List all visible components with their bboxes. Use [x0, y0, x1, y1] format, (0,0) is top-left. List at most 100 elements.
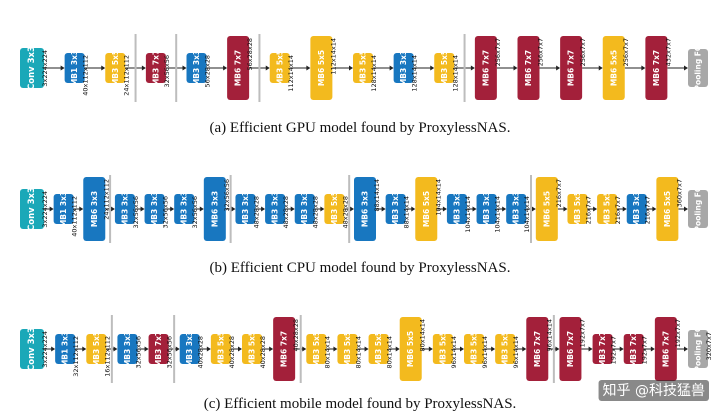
tensor-shape-label: 256x7x7: [579, 38, 587, 66]
block-box: [186, 53, 207, 83]
block-label: MB3 5x5: [111, 50, 120, 86]
block-label: MB3 5x5: [312, 331, 321, 367]
tensor-shape-label: 24x112x112: [122, 55, 130, 96]
block-label: MB6 5x5: [609, 50, 618, 86]
tensor-shape-label: 192x7x7: [610, 336, 618, 364]
block-label: MB6 7x7: [567, 50, 576, 86]
block-box: [64, 53, 85, 83]
tensor-shape-label: 256x7x7: [622, 38, 630, 66]
tensor-shape-label: 432x7x7: [664, 38, 672, 66]
block-box: [645, 36, 668, 100]
arrow-head: [395, 346, 400, 352]
block-box: [592, 334, 613, 364]
block-mb6-3x3: MB6 3x3 32x56x56: [203, 177, 231, 241]
block-box: [399, 317, 422, 381]
arrow-head: [364, 346, 369, 352]
tensor-shape-label: 40x112x112: [82, 55, 90, 96]
block-label: MB6 7x7: [533, 331, 542, 367]
arrow-head: [349, 65, 353, 71]
tensor-shape-label: 320x7x7: [705, 332, 713, 360]
tensor-shape-label: 256x7x7: [494, 38, 502, 66]
arrow-head: [522, 346, 527, 352]
block-box: [53, 194, 74, 224]
block-mb3-5x5: MB3 5x5 128x14x14: [434, 50, 459, 92]
block-label: Conv 3x3: [27, 327, 37, 371]
arrow-head: [113, 346, 118, 352]
block-mb6-5x5: MB6 5x5 216x7x7: [535, 177, 563, 241]
block-label: MB3 3x3: [632, 191, 641, 227]
arrow-head: [141, 65, 146, 71]
block-box: [203, 177, 226, 241]
block-label: MB3 3x3: [300, 191, 309, 227]
block-label: MB6 7x7: [661, 331, 670, 367]
tensor-shape-label: 112x14x14: [329, 38, 337, 75]
block-box: [535, 177, 558, 241]
block-box: [242, 334, 262, 364]
arrow-head: [261, 206, 266, 212]
tensor-shape-label: 40x28x28: [228, 336, 236, 369]
block-box: [294, 194, 315, 224]
arrow-head: [238, 346, 242, 352]
block-mb3-7x7: MB3 7x7 192x7x7: [623, 331, 649, 367]
block-label: MB3 3x3: [271, 191, 280, 227]
block-box: [269, 53, 290, 83]
block-mb3-5x5: MB3 5x5 16x112x112: [86, 331, 111, 377]
block-label: MB3 5x5: [501, 331, 510, 367]
tensor-shape-label: 24x112x112: [102, 179, 110, 220]
block-box: [86, 334, 107, 364]
block-mb3-3x3: MB3 3x3 104x14x14: [476, 191, 502, 233]
arrow-head: [650, 346, 655, 352]
tensor-shape-label: 32x56x56: [166, 336, 174, 369]
block-mb1-3x3: MB1 3x3 32x112x112: [55, 331, 80, 377]
block-box: [117, 334, 138, 364]
arrow-head: [60, 65, 65, 71]
block-box: [446, 194, 467, 224]
block-label: MB3 3x3: [120, 191, 129, 227]
arrow-head: [206, 346, 211, 352]
arrow-head: [170, 206, 175, 212]
block-box: [474, 36, 497, 100]
arrow-head: [320, 206, 325, 212]
block-mb3-5x5: MB3 5x5 128x14x14: [353, 50, 378, 92]
block-mb6-7x7: MB6 7x7 256x7x7: [517, 36, 545, 100]
block-label: MB3 5x5: [248, 331, 257, 367]
block-box: [144, 194, 165, 224]
panel-caption: (b) Efficient CPU model found by Proxyle…: [210, 260, 511, 276]
block-label: MB6 5x5: [422, 191, 431, 227]
block-mb3-3x3: MB3 3x3 216x7x7: [626, 191, 652, 227]
block-box: [354, 177, 376, 241]
tensor-shape-label: 40x112x112: [71, 196, 79, 237]
block-label: MB6 7x7: [481, 50, 490, 86]
arrow-head: [101, 65, 106, 71]
arrow-head: [51, 346, 56, 352]
block-mb6-7x7: MB6 7x7 432x7x7: [645, 36, 672, 100]
arrow-head: [491, 346, 496, 352]
arrow-head: [306, 65, 311, 71]
block-box: [105, 53, 126, 83]
block-label: MB3 3x3: [185, 331, 194, 367]
tensor-shape-label: 40x28x28: [197, 336, 205, 369]
block-box: [393, 53, 414, 83]
block-mb3-5x5: MB3 5x5 112x14x14: [269, 50, 295, 92]
watermark-text: 知乎 @科技猛兽: [603, 382, 705, 399]
block-mb6-5x5: MB6 5x5 80x14x14: [399, 317, 427, 381]
block-conv-3x3: Conv 3x3 3x224x224: [20, 46, 49, 90]
block-label: MB3 5x5: [216, 331, 225, 367]
block-mb3-3x3: MB3 3x3 32x56x56: [144, 191, 170, 229]
watermark-backdrop: [598, 380, 709, 401]
arrow-head: [182, 65, 187, 71]
arrow-head: [593, 206, 598, 212]
arrow-head: [472, 206, 477, 212]
block-mb3-3x3: MB3 3x3 48x28x28: [235, 191, 260, 229]
arrow-head: [333, 346, 338, 352]
block-box: [385, 194, 406, 224]
tensor-shape-label: 80x14x14: [419, 319, 427, 352]
block-mb3-3x3: MB3 3x3 40x28x28: [179, 331, 205, 369]
arrow-head: [619, 346, 624, 352]
tensor-shape-label: 96x14x14: [545, 319, 553, 352]
panel-caption: (a) Efficient GPU model found by Proxyle…: [210, 120, 511, 136]
tensor-shape-label: 360x7x7: [675, 179, 683, 207]
block-mb3-3x3: MB3 3x3 104x14x14: [506, 191, 531, 233]
block-mb3-5x5: MB3 5x5 96x14x14: [495, 331, 520, 369]
block-box: [602, 36, 625, 100]
